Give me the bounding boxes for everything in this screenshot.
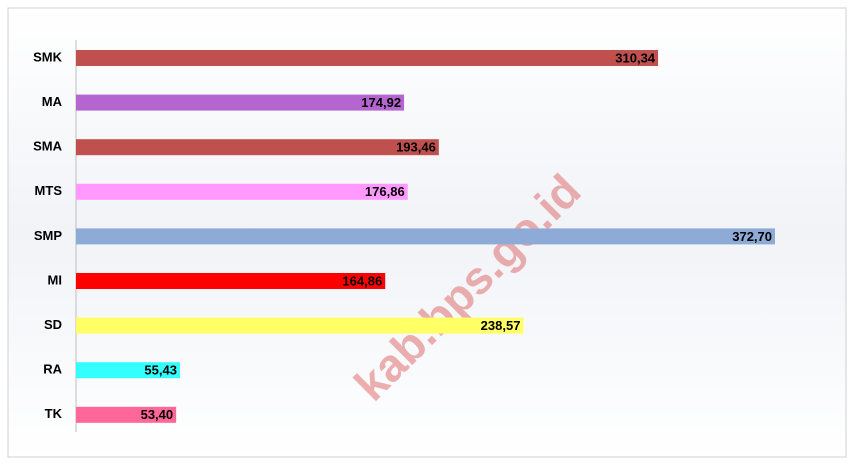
- bar: [76, 139, 439, 155]
- chart: kab.bps.go.id SMK310,34MA174,92SMA193,46…: [0, 0, 854, 465]
- category-label: MTS: [35, 183, 63, 198]
- value-label: 55,43: [144, 363, 177, 378]
- category-label: MI: [48, 272, 62, 287]
- category-label: SMK: [33, 49, 63, 64]
- category-label: RA: [43, 362, 62, 377]
- category-label: MA: [42, 94, 63, 109]
- value-label: 310,34: [615, 50, 656, 65]
- value-label: 372,70: [732, 229, 772, 244]
- category-label: TK: [45, 406, 63, 421]
- category-label: SMA: [33, 139, 63, 154]
- value-label: 53,40: [141, 407, 174, 422]
- bar: [76, 228, 775, 244]
- bar: [76, 50, 658, 66]
- value-label: 238,57: [481, 318, 521, 333]
- value-label: 164,86: [342, 273, 382, 288]
- bar: [76, 273, 385, 289]
- bar: [76, 184, 408, 200]
- value-label: 174,92: [361, 95, 401, 110]
- category-label: SD: [44, 317, 62, 332]
- category-label: SMP: [34, 228, 63, 243]
- value-label: 176,86: [365, 184, 405, 199]
- value-label: 193,46: [396, 140, 436, 155]
- bar: [76, 95, 404, 111]
- bar: [76, 318, 523, 334]
